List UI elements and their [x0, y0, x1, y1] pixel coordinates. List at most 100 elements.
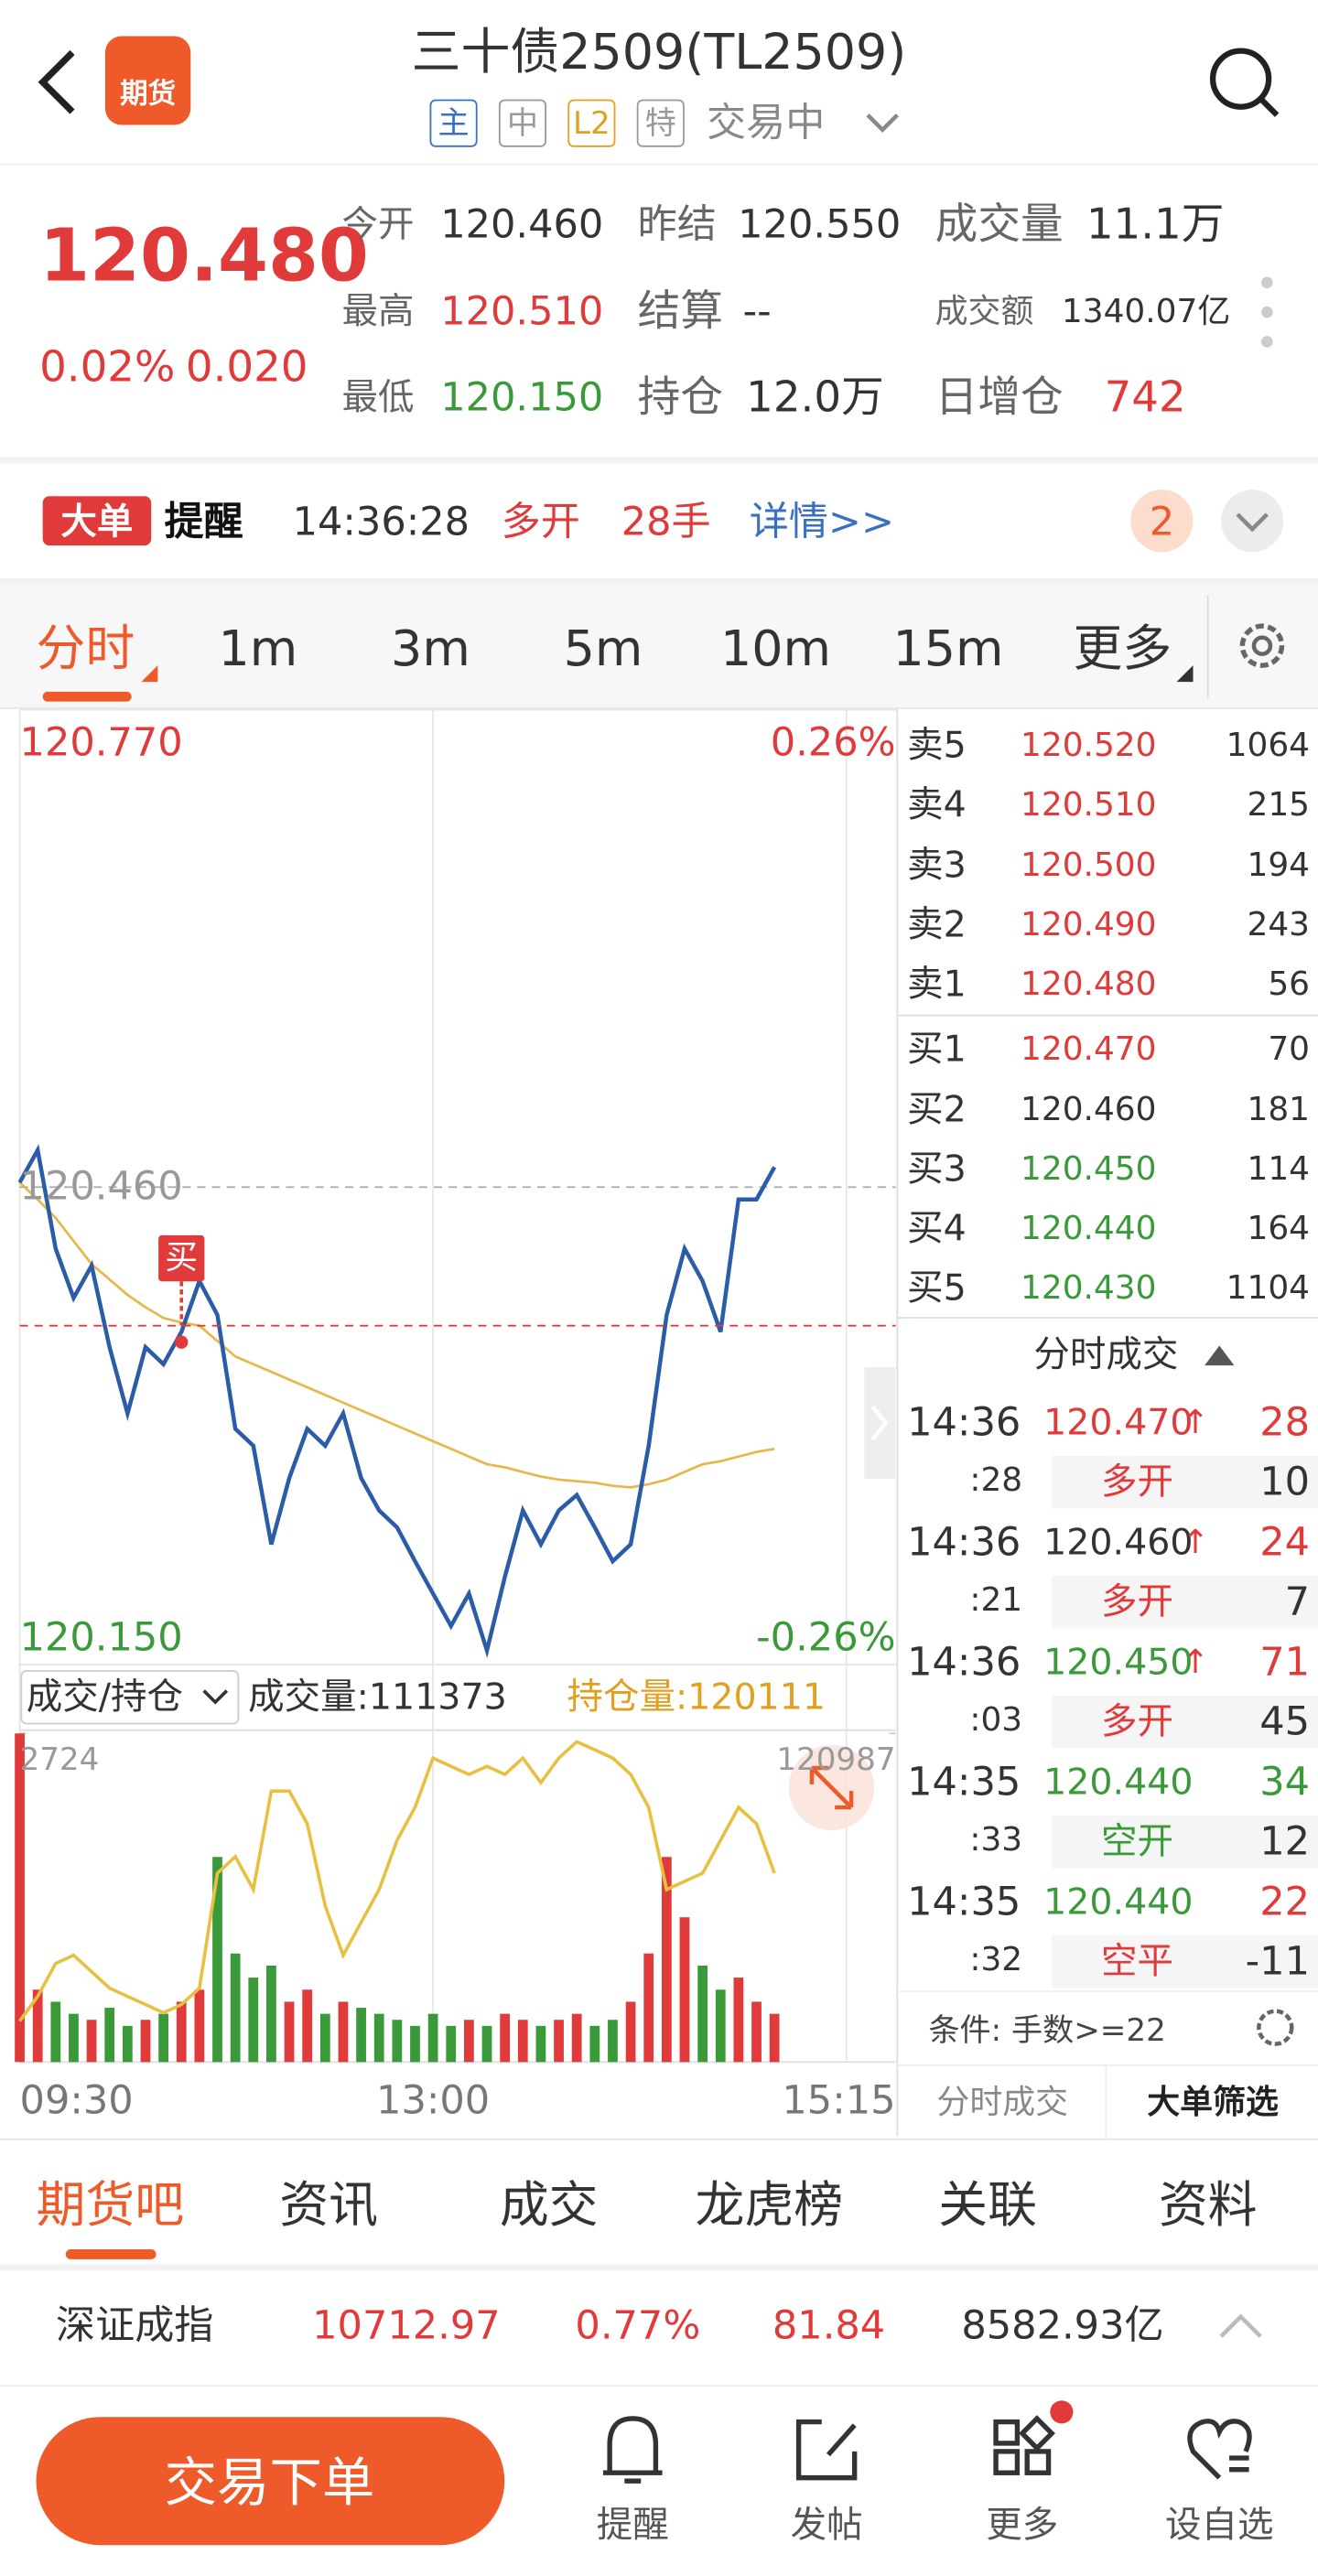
nav-tab[interactable]: 龙虎榜	[695, 2175, 844, 2234]
badge	[42, 496, 152, 546]
type-band	[1052, 1816, 1318, 1869]
trade-volume: 71	[1259, 1639, 1311, 1686]
period-tab[interactable]: 更多	[1073, 620, 1172, 678]
trades-tab[interactable]: 分时成交	[936, 2084, 1069, 2122]
alert-link[interactable]: 详情>>	[749, 499, 895, 545]
y-tick-label: 2724	[19, 1741, 100, 1778]
period-tab[interactable]: 3m	[391, 620, 470, 678]
period-tab[interactable]: 1m	[218, 620, 298, 678]
marker-dot	[175, 1335, 189, 1349]
volume-bar	[266, 1965, 276, 2063]
collapse-arrow	[870, 1405, 889, 1441]
period-tab[interactable]: 5m	[563, 620, 643, 678]
zoom-icon	[809, 1765, 854, 1810]
trade-second: :33	[969, 1821, 1023, 1859]
trade-type: 多开	[1100, 1579, 1173, 1622]
volume-bar	[481, 2025, 492, 2063]
trade-volume: 34	[1259, 1759, 1311, 1805]
volume-bar	[661, 1857, 672, 2063]
volume-bar	[302, 1989, 313, 2063]
trade-count: 12	[1259, 1818, 1311, 1865]
volume-label: 成交量:111373	[248, 1676, 507, 1718]
tab-underline	[65, 2249, 157, 2259]
ask-price: 120.520	[1021, 727, 1157, 765]
period-tab[interactable]: 分时	[36, 620, 135, 678]
ask-price: 120.480	[1021, 965, 1157, 1003]
volume-bar	[571, 2013, 582, 2063]
badge-text: 大单	[60, 501, 134, 544]
selector[interactable]: 成交/持仓	[26, 1676, 184, 1718]
volume-bar	[194, 1989, 205, 2063]
oi-line	[18, 1740, 776, 2022]
bid-price: 120.440	[1021, 1209, 1157, 1247]
ask-volume: 194	[1247, 846, 1311, 884]
tab-bar-bg	[0, 585, 1318, 708]
volume-bar	[86, 2020, 97, 2063]
trade-volume: 22	[1259, 1879, 1311, 1925]
nav-tab[interactable]: 关联	[938, 2175, 1037, 2234]
y-tick-label: 120.460	[19, 1163, 183, 1210]
change: 0.020	[185, 342, 308, 393]
field-label: 日增仓	[934, 372, 1064, 423]
grid-icon	[1018, 2415, 1055, 2452]
bid-price: 120.470	[1021, 1030, 1157, 1069]
back-icon	[38, 49, 75, 114]
bid-price: 120.430	[1021, 1269, 1157, 1308]
volume-bar	[410, 2025, 420, 2063]
volume-bar	[69, 2013, 79, 2063]
field-value: 11.1万	[1086, 199, 1225, 250]
field-value: 120.550	[738, 201, 902, 248]
last-price: 120.480	[39, 213, 369, 298]
bid-price: 120.460	[1021, 1090, 1157, 1128]
ask-price: 120.510	[1021, 786, 1157, 825]
settings-icon	[1251, 635, 1273, 656]
period-tab[interactable]: 15m	[892, 620, 1004, 678]
trade-type: 空开	[1100, 1820, 1173, 1863]
field-label: 成交量	[934, 199, 1064, 250]
grid-icon	[993, 2419, 1021, 2446]
trade-arrow: ↑	[1181, 1644, 1210, 1682]
type-band	[1052, 1455, 1318, 1509]
action-label[interactable]: 设自选	[1165, 2503, 1274, 2546]
title: 三十债2509(TL2509)	[411, 23, 907, 81]
alert-action: 多开	[501, 499, 580, 545]
action-label[interactable]: 更多	[986, 2503, 1059, 2546]
volume-bar	[140, 2020, 151, 2063]
nav-tab[interactable]: 资料	[1158, 2175, 1258, 2234]
ask-volume: 56	[1268, 965, 1311, 1003]
field-value: --	[742, 288, 772, 335]
tag: L2	[573, 104, 610, 142]
search-icon	[1258, 96, 1280, 117]
action-label[interactable]: 提醒	[596, 2503, 669, 2546]
marker-label: 买	[165, 1239, 199, 1277]
field-label: 结算	[637, 286, 723, 337]
trade-arrow: ↑	[1181, 1403, 1210, 1441]
order-button[interactable]	[36, 2417, 505, 2546]
bid-label: 买3	[907, 1147, 967, 1190]
type-band	[1052, 1695, 1318, 1749]
collapse-tab	[864, 1366, 896, 1479]
logo	[104, 36, 191, 125]
sort-icon	[1205, 1345, 1235, 1366]
nav-tab[interactable]: 期货吧	[36, 2175, 185, 2234]
nav-tab[interactable]: 成交	[499, 2175, 599, 2234]
bid-label: 买2	[907, 1087, 967, 1130]
order-button-label[interactable]: 交易下单	[164, 2452, 375, 2514]
y-tick-label: 120.770	[19, 719, 183, 766]
bid-label: 买4	[907, 1207, 967, 1250]
trade-volume: 28	[1259, 1399, 1311, 1446]
action-label[interactable]: 发帖	[790, 2503, 863, 2546]
volume-bar	[230, 1953, 241, 2063]
tag-box	[636, 99, 685, 147]
ask-volume: 243	[1247, 905, 1311, 943]
volume-bar	[697, 1965, 708, 2063]
nav-tab[interactable]: 资讯	[279, 2175, 378, 2234]
volume-bar	[769, 2013, 780, 2063]
type-band	[1052, 1575, 1318, 1629]
trades-tab[interactable]: 大单筛选	[1147, 2084, 1279, 2122]
volume-bar	[535, 2025, 546, 2063]
ask-label: 卖2	[907, 902, 967, 945]
edit-icon	[795, 2419, 858, 2481]
period-tab[interactable]: 10m	[719, 620, 831, 678]
